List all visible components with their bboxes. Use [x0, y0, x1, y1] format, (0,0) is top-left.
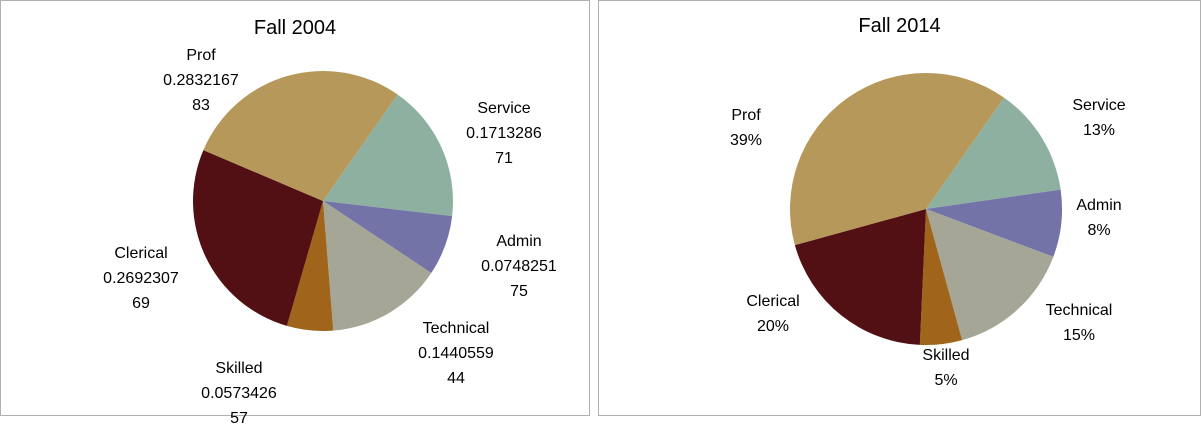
slice-label: Service 0.171328671	[463, 96, 545, 171]
category-label: Clerical	[746, 293, 800, 310]
value-label: 0.057342657	[201, 385, 277, 427]
chart-title: Fall 2014	[858, 15, 941, 37]
pie-slice	[286, 201, 334, 331]
value-label: 39%	[729, 132, 763, 149]
chart-title: Fall 2004	[253, 17, 337, 39]
pie-slice	[192, 150, 323, 326]
category-label: Admin	[1076, 197, 1122, 214]
value-label: 20%	[756, 318, 790, 335]
category-label: Clerical	[114, 245, 168, 262]
slice-label: Service 13%	[1058, 93, 1140, 143]
slice-label: Admin 8%	[1058, 193, 1140, 243]
chart-panel: Fall 2014 Service 13% Admin 8% Technical 15% S…	[598, 0, 1201, 416]
slice-label: Admin 0.074825175	[478, 229, 560, 304]
pie-slice	[794, 209, 926, 345]
slice-label: Technical 15%	[1038, 298, 1120, 348]
pie-slice	[203, 70, 398, 201]
category-label: Skilled	[215, 360, 263, 377]
value-label: 15%	[1062, 327, 1096, 344]
slice-label: Skilled 0.057342657	[198, 356, 280, 431]
value-label: 13%	[1082, 122, 1116, 139]
category-label: Service	[477, 100, 531, 117]
pie	[790, 72, 1062, 345]
category-label: Technical	[1045, 302, 1113, 319]
value-label: 0.283216783	[163, 72, 239, 114]
pie	[192, 70, 454, 331]
slice-label: Clerical 0.269230769	[100, 241, 182, 316]
pie-slice	[323, 201, 432, 331]
category-label: Prof	[186, 47, 216, 64]
pie-slice	[926, 97, 1061, 209]
value-label: 0.171328671	[466, 125, 542, 167]
category-label: Skilled	[922, 347, 970, 364]
slice-label: Clerical 20%	[732, 289, 814, 339]
chart-panel: Fall 2004 Service 0.171328671 Admin 0.07482…	[0, 0, 590, 427]
pie-slice	[926, 189, 1062, 257]
slice-label: Technical 0.144055944	[415, 316, 497, 391]
value-label: 0.144055944	[418, 345, 494, 387]
category-label: Admin	[496, 233, 542, 250]
value-label: 0.074825175	[481, 258, 557, 300]
value-label: 8%	[1087, 222, 1111, 239]
pie-slice	[919, 209, 963, 345]
category-label: Prof	[731, 107, 761, 124]
value-label: 5%	[934, 372, 958, 389]
pie-slice	[926, 209, 1054, 341]
category-label: Service	[1072, 97, 1126, 114]
slice-label: Skilled 5%	[905, 343, 987, 393]
category-label: Technical	[422, 320, 490, 337]
pie-slice	[323, 201, 453, 273]
value-label: 0.269230769	[103, 270, 179, 312]
slice-label: Prof 39%	[705, 103, 787, 153]
pie-slice	[790, 72, 1005, 246]
slice-label: Prof 0.283216783	[160, 43, 242, 118]
pie-slice	[323, 94, 454, 217]
